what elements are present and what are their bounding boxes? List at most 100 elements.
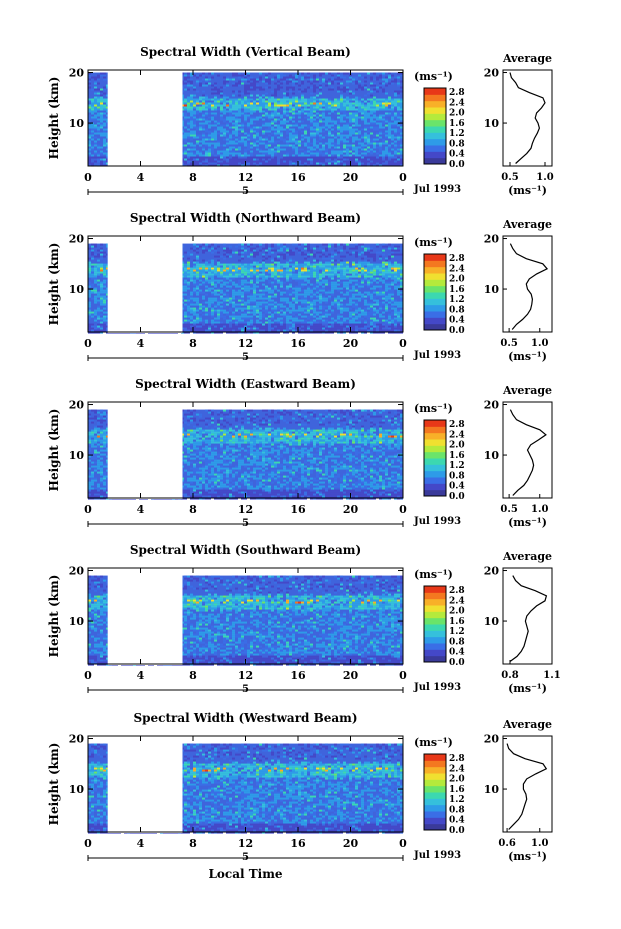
colorbar-segment	[424, 598, 446, 606]
colorbar-tick-label: 0.4	[449, 816, 465, 826]
panel-1: Spectral Width (Northward Beam) 10 20 Heigh…	[47, 211, 553, 363]
profile-frame	[502, 401, 553, 499]
x-tick-label: 20	[343, 171, 359, 184]
colorbar-segment	[424, 88, 446, 95]
panel-title: Spectral Width (Eastward Beam)	[135, 377, 356, 391]
colorbar-segment	[424, 119, 446, 127]
profile-y-tick-label: 10	[484, 449, 500, 462]
profile-line	[506, 743, 548, 830]
x-tick-label: 16	[290, 337, 306, 350]
colorbar-tick-label: 2.0	[449, 275, 465, 285]
colorbar-segment	[424, 304, 446, 312]
colorbar-tick-label: 2.8	[449, 586, 465, 596]
day-label: 5	[242, 518, 249, 529]
colorbar-segment	[424, 107, 446, 114]
colorbar-segment	[424, 624, 446, 631]
colorbar-segment	[424, 323, 446, 331]
colorbar-tick-label: 1.6	[449, 617, 465, 627]
x-tick-label: 0	[84, 171, 92, 184]
colorbar-tick-label: 1.6	[449, 285, 465, 295]
colorbar-segment	[424, 586, 446, 593]
profile-line	[509, 72, 546, 164]
x-tick-label: 4	[137, 171, 145, 184]
date-label: Jul 1993	[413, 850, 461, 861]
panel-title: Spectral Width (Southward Beam)	[130, 543, 361, 557]
profile-title: Average	[502, 218, 552, 231]
colorbar-segment	[424, 100, 446, 108]
date-label: Jul 1993	[413, 184, 461, 195]
colorbar-segment	[424, 823, 446, 831]
profile-x-tick-label: 1.1	[543, 670, 560, 681]
x-tick-label: 0	[399, 171, 407, 184]
day-label: 5	[242, 852, 249, 863]
colorbar-tick-label: 0.0	[449, 658, 465, 668]
y-tick-label: 20	[69, 233, 85, 246]
profile-y-tick-label: 10	[484, 283, 500, 296]
profile-y-tick-label: 20	[484, 233, 500, 246]
profile-x-tick-label: 1.0	[531, 838, 548, 849]
colorbar-frame	[423, 253, 447, 331]
colorbar-tick-label: 0.4	[449, 316, 465, 326]
panel-4: Spectral Width (Westward Beam) 10 20 Height…	[47, 711, 553, 863]
colorbar-tick-label: 2.4	[449, 264, 465, 274]
colorbar-tick-label: 2.0	[449, 109, 465, 119]
profile-x-tick-label: 1.0	[531, 504, 548, 515]
panel-title: Spectral Width (Northward Beam)	[130, 211, 361, 225]
profile-frame	[502, 735, 553, 833]
x-tick-label: 12	[238, 337, 253, 350]
colorbar-segment	[424, 773, 446, 780]
colorbar-tick-label: 0.8	[449, 471, 465, 481]
colorbar-segment	[424, 458, 446, 465]
colorbar-frame	[423, 753, 447, 831]
colorbar-tick-label: 2.4	[449, 596, 465, 606]
colorbar-segment	[424, 260, 446, 268]
colorbar-segment	[424, 439, 446, 446]
colorbar-tick-label: 2.8	[449, 254, 465, 264]
day-label: 5	[242, 684, 249, 695]
colorbar-frame	[423, 419, 447, 497]
x-tick-label: 8	[189, 837, 197, 850]
colorbar-tick-label: 0.8	[449, 637, 465, 647]
colorbar-tick-label: 0.0	[449, 326, 465, 336]
x-tick-label: 8	[189, 669, 197, 682]
x-tick-label: 8	[189, 503, 197, 516]
colorbar-unit: (ms⁻¹)	[414, 402, 453, 415]
colorbar-tick-label: 2.0	[449, 607, 465, 617]
profile-y-tick-label: 20	[484, 67, 500, 80]
profile-line	[509, 409, 547, 496]
x-tick-label: 20	[343, 669, 359, 682]
colorbar-tick-label: 1.2	[449, 461, 465, 471]
day-label: 5	[242, 352, 249, 363]
colorbar-segment	[424, 432, 446, 440]
colorbar-segment	[424, 126, 446, 133]
colorbar-segment	[424, 273, 446, 280]
colorbar-segment	[424, 655, 446, 663]
colorbar-segment	[424, 792, 446, 799]
profile-x-label: (ms⁻¹)	[508, 850, 547, 863]
colorbar-segment	[424, 592, 446, 600]
colorbar-segment	[424, 145, 446, 152]
day-label: 5	[242, 186, 249, 197]
colorbar-segment	[424, 279, 446, 287]
profile-y-tick-label: 20	[484, 733, 500, 746]
profile-x-tick-label: 1.0	[536, 172, 553, 183]
profile-title: Average	[502, 718, 552, 731]
colorbar-tick-label: 2.0	[449, 441, 465, 451]
x-tick-label: 0	[84, 503, 92, 516]
date-label: Jul 1993	[413, 516, 461, 527]
colorbar-segment	[424, 760, 446, 768]
colorbar-segment	[424, 811, 446, 818]
panel-title: Spectral Width (Westward Beam)	[133, 711, 357, 725]
x-axis-label: Local Time	[208, 867, 282, 881]
y-axis-label: Height (km)	[47, 743, 61, 826]
colorbar-segment	[424, 254, 446, 261]
x-tick-label: 0	[84, 337, 92, 350]
y-tick-label: 20	[69, 565, 85, 578]
colorbar-tick-label: 0.8	[449, 805, 465, 815]
colorbar-tick-label: 1.6	[449, 451, 465, 461]
colorbar-tick-label: 1.6	[449, 119, 465, 129]
y-axis-label: Height (km)	[47, 243, 61, 326]
colorbar-tick-label: 0.4	[449, 648, 465, 658]
colorbar-segment	[424, 617, 446, 625]
x-tick-label: 20	[343, 337, 359, 350]
